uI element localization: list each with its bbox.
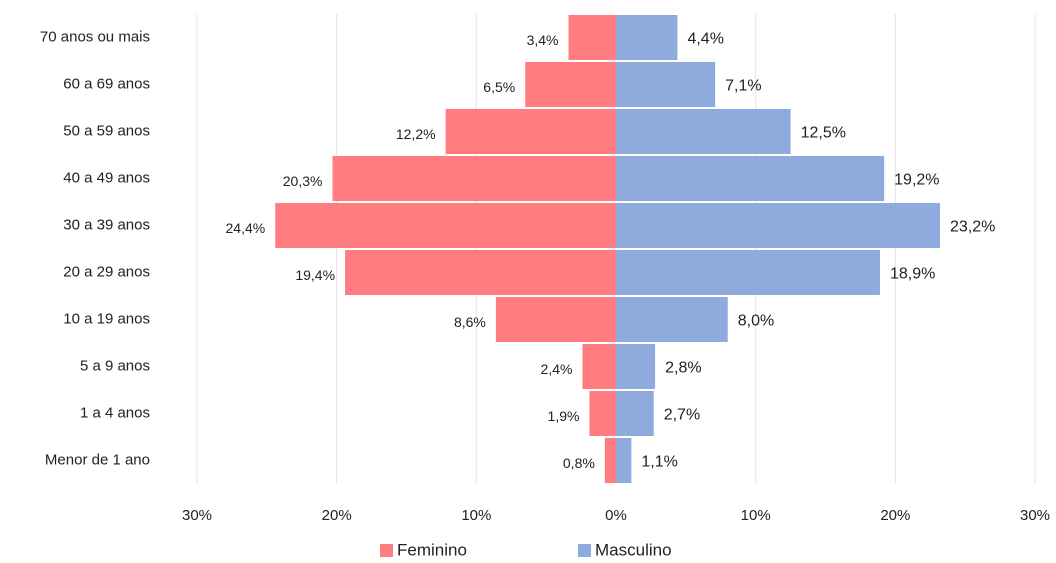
data-label: 3,4% bbox=[527, 32, 559, 48]
bar bbox=[616, 297, 728, 342]
y-tick-label: 60 a 69 anos bbox=[63, 75, 150, 92]
bar bbox=[616, 344, 656, 389]
legend-label: Masculino bbox=[595, 540, 672, 559]
x-tick-label: 20% bbox=[880, 507, 910, 524]
data-label: 12,2% bbox=[396, 126, 436, 142]
bar bbox=[616, 203, 941, 248]
y-tick-label: 40 a 49 anos bbox=[63, 169, 150, 186]
data-label: 19,4% bbox=[295, 267, 335, 283]
bar bbox=[616, 109, 791, 154]
data-label: 24,4% bbox=[226, 220, 266, 236]
y-tick-label: 1 a 4 anos bbox=[80, 404, 150, 421]
data-label: 0,8% bbox=[563, 455, 595, 471]
bar bbox=[616, 156, 885, 201]
data-label: 12,5% bbox=[801, 125, 846, 142]
data-label: 2,4% bbox=[541, 361, 573, 377]
data-label: 20,3% bbox=[283, 173, 323, 189]
x-tick-label: 30% bbox=[1020, 507, 1050, 524]
legend-swatch bbox=[578, 544, 591, 557]
bar bbox=[525, 62, 616, 107]
data-label: 4,4% bbox=[687, 31, 723, 48]
x-tick-label: 10% bbox=[461, 507, 491, 524]
x-tick-label: 0% bbox=[605, 507, 627, 524]
legend-label: Feminino bbox=[397, 540, 467, 559]
data-label: 19,2% bbox=[894, 172, 939, 189]
bar bbox=[616, 391, 654, 436]
bar bbox=[616, 250, 880, 295]
y-tick-label: 70 anos ou mais bbox=[40, 28, 150, 45]
bar bbox=[582, 344, 616, 389]
data-label: 1,9% bbox=[548, 408, 580, 424]
data-label: 2,8% bbox=[665, 360, 701, 377]
bar bbox=[445, 109, 616, 154]
bar bbox=[495, 297, 616, 342]
data-label: 23,2% bbox=[950, 219, 995, 236]
bar bbox=[616, 62, 716, 107]
bar bbox=[332, 156, 616, 201]
bar bbox=[616, 15, 678, 60]
y-tick-label: Menor de 1 ano bbox=[45, 451, 150, 468]
y-tick-label: 30 a 39 anos bbox=[63, 216, 150, 233]
x-tick-label: 30% bbox=[182, 507, 212, 524]
y-tick-label: 20 a 29 anos bbox=[63, 263, 150, 280]
x-tick-label: 10% bbox=[741, 507, 771, 524]
bar bbox=[604, 438, 616, 483]
bar bbox=[275, 203, 616, 248]
bar bbox=[568, 15, 616, 60]
bar bbox=[345, 250, 616, 295]
legend-swatch bbox=[380, 544, 393, 557]
y-tick-label: 50 a 59 anos bbox=[63, 122, 150, 139]
data-label: 7,1% bbox=[725, 78, 761, 95]
data-label: 1,1% bbox=[641, 454, 677, 471]
data-label: 8,0% bbox=[738, 313, 774, 330]
y-tick-label: 5 a 9 anos bbox=[80, 357, 150, 374]
data-label: 2,7% bbox=[664, 407, 700, 424]
data-label: 18,9% bbox=[890, 266, 935, 283]
data-label: 8,6% bbox=[454, 314, 486, 330]
x-tick-label: 20% bbox=[322, 507, 352, 524]
bar bbox=[589, 391, 616, 436]
bar bbox=[616, 438, 632, 483]
data-label: 6,5% bbox=[483, 79, 515, 95]
y-tick-label: 10 a 19 anos bbox=[63, 310, 150, 327]
